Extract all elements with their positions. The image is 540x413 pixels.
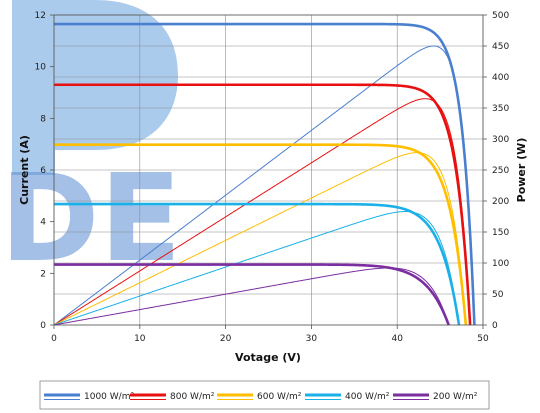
x-axis-title: Votage (V) [235,351,301,364]
x-tick-label: 20 [220,334,232,344]
y-right-tick-label: 200 [492,197,509,207]
y-right-tick-labels: 0 50 100 150 200 250 300 350 400 450 500 [492,11,509,331]
x-tick-label: 10 [134,334,146,344]
y-right-tick-label: 150 [492,228,509,238]
curves-layer [53,22,476,326]
pv-curve-1 [53,98,471,326]
x-tick-labels: 0 10 20 30 40 50 [51,334,489,344]
y-right-tick-label: 0 [492,321,498,331]
y-left-tick-label: 8 [40,114,46,124]
y-left-tick-label: 12 [35,11,46,21]
y-left-tick-label: 4 [40,218,46,228]
x-tick-label: 50 [477,334,489,344]
x-tick-label: 40 [391,334,403,344]
iv-curve-0 [54,22,476,326]
y-right-tick-label: 250 [492,166,509,176]
pv-curve-4 [53,267,450,326]
iv-curve-1 [54,83,472,326]
pv-curve-0 [53,45,475,326]
iv-curve-2 [54,143,468,326]
legend-label-4: 200 W/m² [433,392,478,402]
y-left-tick-label: 2 [40,269,46,279]
y-right-tick-label: 450 [492,42,509,52]
y-left-tick-label: 10 [35,63,47,73]
iv-curve-3 [54,202,461,326]
y-right-tick-label: 100 [492,259,509,269]
legend-label-0: 1000 W/m² [84,392,134,402]
legend-label-2: 600 W/m² [257,392,302,402]
y-right-tick-label: 50 [492,290,504,300]
y-right-tick-label: 350 [492,104,509,114]
y-right-tick-label: 300 [492,135,509,145]
iv-curve-4 [54,263,450,326]
pv-curve-3 [53,211,460,326]
x-tick-label: 30 [306,334,318,344]
pv-curve-2 [53,152,467,326]
x-tick-label: 0 [51,334,57,344]
y-right-axis-title: Power (W) [515,138,528,203]
legend-label-1: 800 W/m² [170,392,215,402]
y-right-tick-label: 400 [492,73,509,83]
y-left-tick-labels: 0 2 4 6 8 10 12 [35,11,47,331]
plot-frame [50,14,487,329]
y-right-tick-label: 500 [492,11,509,21]
y-left-axis-title: Current (A) [18,135,31,205]
legend-label-3: 400 W/m² [345,392,390,402]
y-left-tick-label: 6 [40,166,46,176]
legend: 1000 W/m² 800 W/m² 600 W/m² 400 W/m² 200 W/m… [39,380,490,410]
y-left-tick-label: 0 [40,321,46,331]
